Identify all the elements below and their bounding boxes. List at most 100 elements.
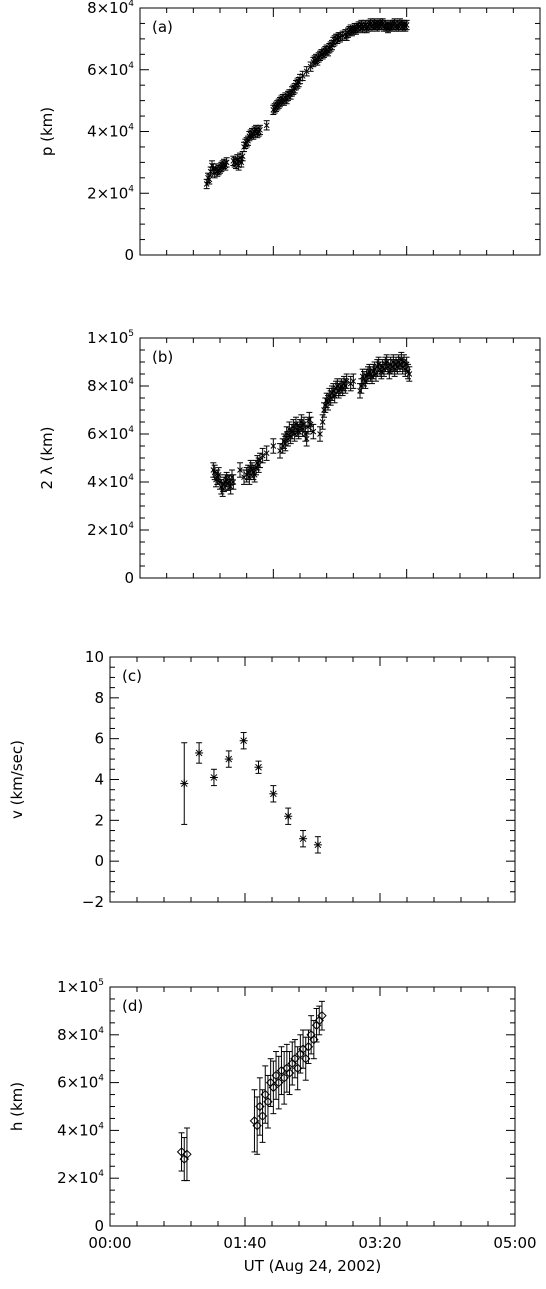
marker-x — [239, 153, 246, 160]
y-axis-label: h (km) — [8, 1082, 26, 1131]
data-point — [350, 373, 357, 389]
data-point — [195, 742, 204, 764]
y-tick-label: 6×104 — [87, 61, 134, 79]
y-tick-label: 0 — [94, 1217, 104, 1235]
y-tick-label: 6×104 — [87, 425, 134, 443]
panel-label: (c) — [122, 667, 142, 685]
y-tick-label: 6×104 — [57, 1074, 104, 1092]
x-tick-label: 05:00 — [493, 1234, 536, 1252]
marker-x — [237, 467, 243, 473]
marker-x — [337, 34, 343, 41]
marker-x — [291, 431, 298, 437]
x-axis-label: UT (Aug 24, 2002) — [244, 1257, 381, 1275]
data-point — [237, 462, 243, 478]
data-point — [311, 1008, 322, 1043]
y-tick-label: 4×104 — [87, 473, 134, 491]
panel-label: (a) — [152, 18, 173, 36]
plot-frame — [109, 656, 516, 903]
marker-x — [230, 479, 237, 485]
marker-x — [319, 419, 326, 425]
marker-x — [350, 378, 357, 385]
marker-x — [257, 127, 263, 133]
data-point — [209, 768, 218, 787]
marker-x — [406, 371, 413, 377]
data-point — [343, 373, 350, 389]
data-point — [291, 426, 298, 442]
x-tick-label: 00:00 — [88, 1234, 131, 1252]
y-tick-label: 4×104 — [87, 123, 134, 141]
marker-x — [227, 483, 234, 490]
data-point — [257, 452, 263, 469]
y-tick-label: 2×104 — [57, 1169, 104, 1187]
marker-x — [259, 452, 266, 459]
data-point — [290, 1039, 300, 1079]
data-point — [403, 19, 410, 31]
y-tick-label: 4 — [94, 771, 104, 789]
data-point — [180, 742, 189, 825]
y-tick-label: 1×105 — [57, 978, 104, 996]
marker-x — [257, 457, 263, 464]
marker-x — [282, 440, 289, 447]
data-point — [299, 70, 306, 82]
data-point — [263, 120, 270, 131]
y-tick-label: 0 — [124, 246, 134, 264]
panel-label: (d) — [122, 997, 143, 1015]
data-point — [276, 1046, 287, 1096]
data-point — [257, 124, 263, 136]
data-point — [299, 830, 308, 848]
marker-x — [403, 22, 410, 28]
y-tick-label: −2 — [82, 893, 104, 911]
data-point — [227, 479, 234, 495]
data-point — [230, 474, 237, 490]
marker-x — [299, 73, 306, 79]
data-point — [303, 66, 310, 77]
data-point — [277, 443, 283, 459]
y-tick-label: 4×104 — [57, 1121, 104, 1139]
y-axis-label: p (km) — [38, 107, 56, 156]
data-point — [239, 732, 248, 750]
panel-1: 0 2×104 4×104 6×104 8×104 p (km) (a) — [38, 0, 541, 264]
marker-x — [277, 447, 283, 454]
data-point — [239, 151, 246, 162]
marker-x — [343, 378, 350, 385]
plot-frame — [109, 986, 516, 1227]
y-tick-label: 0 — [124, 569, 134, 587]
y-tick-label: 2×104 — [87, 184, 134, 202]
y-axis-label: v (km/sec) — [8, 740, 26, 819]
data-point — [301, 416, 307, 433]
y-tick-label: 2 — [94, 811, 104, 829]
data-point — [263, 445, 270, 461]
y-tick-label: 1×105 — [87, 329, 134, 347]
y-tick-label: 8×104 — [87, 377, 134, 395]
y-tick-label: 8×104 — [87, 0, 134, 17]
y-axis-label: 2 λ (km) — [38, 427, 56, 490]
data-point — [284, 807, 293, 825]
data-point — [259, 447, 266, 464]
marker-x — [303, 68, 310, 75]
data-point — [254, 760, 263, 774]
marker-x — [263, 450, 270, 457]
data-point — [269, 785, 278, 803]
data-point — [270, 438, 277, 454]
plot-frame — [139, 7, 541, 256]
y-tick-label: 10 — [85, 648, 104, 666]
y-tick-label: 6 — [94, 730, 104, 748]
data-point — [283, 426, 290, 442]
panel-label: (b) — [152, 348, 173, 366]
data-point — [206, 174, 213, 185]
y-tick-label: 2×104 — [87, 521, 134, 539]
panel-4: 0 2×104 4×104 6×104 8×104 1×105 00:00 01:40 03:2… — [8, 978, 537, 1275]
data-point — [310, 423, 317, 440]
data-point — [224, 750, 233, 768]
y-tick-label: 8 — [94, 689, 104, 707]
marker-x — [310, 428, 317, 435]
marker-x — [263, 122, 270, 129]
y-tick-label: 0 — [94, 852, 104, 870]
marker-x — [317, 431, 323, 437]
marker-x — [301, 421, 307, 428]
data-point — [223, 157, 230, 168]
marker-diamond — [182, 1149, 192, 1160]
x-tick-label: 01:40 — [223, 1234, 266, 1252]
panel-3: −2 0 2 4 6 8 10 v (km/sec) (c) — [8, 648, 516, 911]
